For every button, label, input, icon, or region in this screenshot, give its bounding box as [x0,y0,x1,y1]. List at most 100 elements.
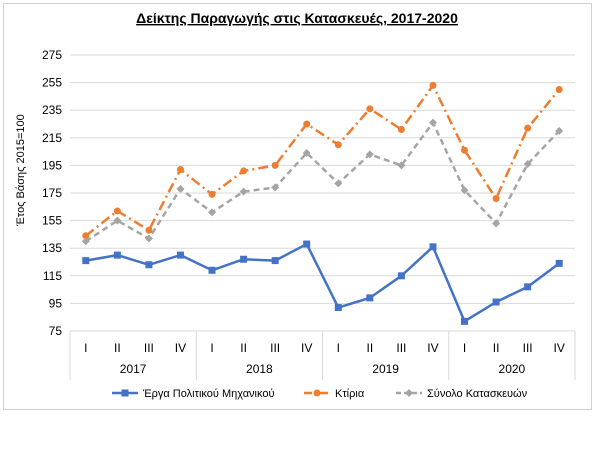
x-tick-label: III [523,341,533,355]
data-point [176,166,184,174]
data-point [405,389,413,397]
data-point [176,251,184,259]
data-point [460,186,469,195]
data-point [492,298,500,306]
x-tick-label: II [367,341,374,355]
x-year-label: 2019 [372,362,399,376]
x-tick-label: I [337,341,340,355]
x-tick-label: II [114,341,121,355]
x-tick-label: IV [554,341,565,355]
data-point [82,257,90,265]
x-tick-label: I [463,341,466,355]
series-layer [81,81,564,325]
data-point [429,81,437,89]
series-line [85,121,561,243]
data-point [303,240,311,248]
data-point [461,146,469,154]
legend: Έργα Πολιτικού Μηχανικού Κτίρια Σύνολο Κατ… [112,388,528,400]
y-tick-label: 75 [49,324,63,338]
y-tick-label: 175 [42,186,62,200]
series-2 [81,118,564,246]
x-tick-label: IV [175,341,186,355]
x-tick-label: III [396,341,406,355]
data-point [271,183,280,192]
x-year-label: 2018 [246,362,273,376]
data-point [461,317,469,325]
data-point [555,86,563,93]
y-tick-label: 95 [49,296,63,310]
data-point [271,257,279,265]
data-point [523,160,532,169]
y-tick-label: 215 [42,131,62,145]
legend-item-2: Σύνολο Κατασκευών [396,388,528,400]
y-tick-label: 235 [42,103,62,117]
data-point [208,266,216,274]
y-axis-label: Έτος Βάσης 2015=100 [15,114,27,227]
data-point [303,120,311,128]
x-tick-label: IV [427,341,438,355]
data-point [208,190,216,198]
data-point [366,294,374,302]
data-point [397,126,405,134]
series-1 [82,81,563,240]
data-point [397,272,405,280]
data-point [334,179,343,188]
y-tick-label: 275 [42,48,62,62]
data-point [397,161,406,170]
y-tick-label: 195 [42,158,62,172]
data-point [113,207,121,215]
series-0 [82,240,563,325]
data-point [428,118,437,127]
legend-label: Σύνολο Κατασκευών [427,388,528,400]
x-tick-label: III [144,341,154,355]
data-point [240,167,248,175]
data-point [240,255,248,263]
legend-item-0: Έργα Πολιτικού Μηχανικού [112,388,275,400]
data-point [365,150,374,159]
x-tick-label: II [493,341,500,355]
y-axis-ticks: 75 95 115 135 155 175 195 215 235 255 275 [42,48,62,338]
data-point [492,195,500,203]
data-point [121,389,129,397]
legend-label: Έργα Πολιτικού Μηχανικού [142,388,275,400]
data-point [555,126,564,135]
y-tick-label: 255 [42,76,62,90]
y-tick-label: 115 [43,269,62,283]
x-tick-label: IV [301,341,312,355]
data-point [271,161,279,169]
data-point [555,259,563,267]
series-line [85,242,560,323]
y-tick-label: 135 [42,241,62,255]
chart-title: Δείκτης Παραγωγής στις Κατασκευές, 2017-… [136,10,458,26]
data-point [334,141,342,149]
data-point [81,237,90,246]
data-point [366,105,374,113]
data-point [334,304,342,312]
data-point [208,208,217,217]
data-point [313,389,321,397]
x-year-label: 2020 [499,362,526,376]
legend-item-1: Κτίρια [304,388,365,400]
legend-label: Κτίρια [335,388,365,400]
x-tick-label: II [240,341,247,355]
data-point [492,219,501,228]
data-point [144,234,153,243]
x-tick-label: III [270,341,280,355]
series-line [85,84,561,237]
data-point [145,261,153,269]
data-point [239,187,248,196]
chart-frame [3,3,592,410]
data-point [429,243,437,251]
gridlines [70,54,575,332]
data-point [82,232,90,240]
data-point [524,124,532,132]
x-tick-label: I [210,341,213,355]
data-point [113,251,121,259]
data-point [524,283,532,291]
x-year-label: 2017 [120,362,147,376]
data-point [176,184,185,193]
y-tick-label: 155 [42,214,62,228]
data-point [302,148,311,157]
